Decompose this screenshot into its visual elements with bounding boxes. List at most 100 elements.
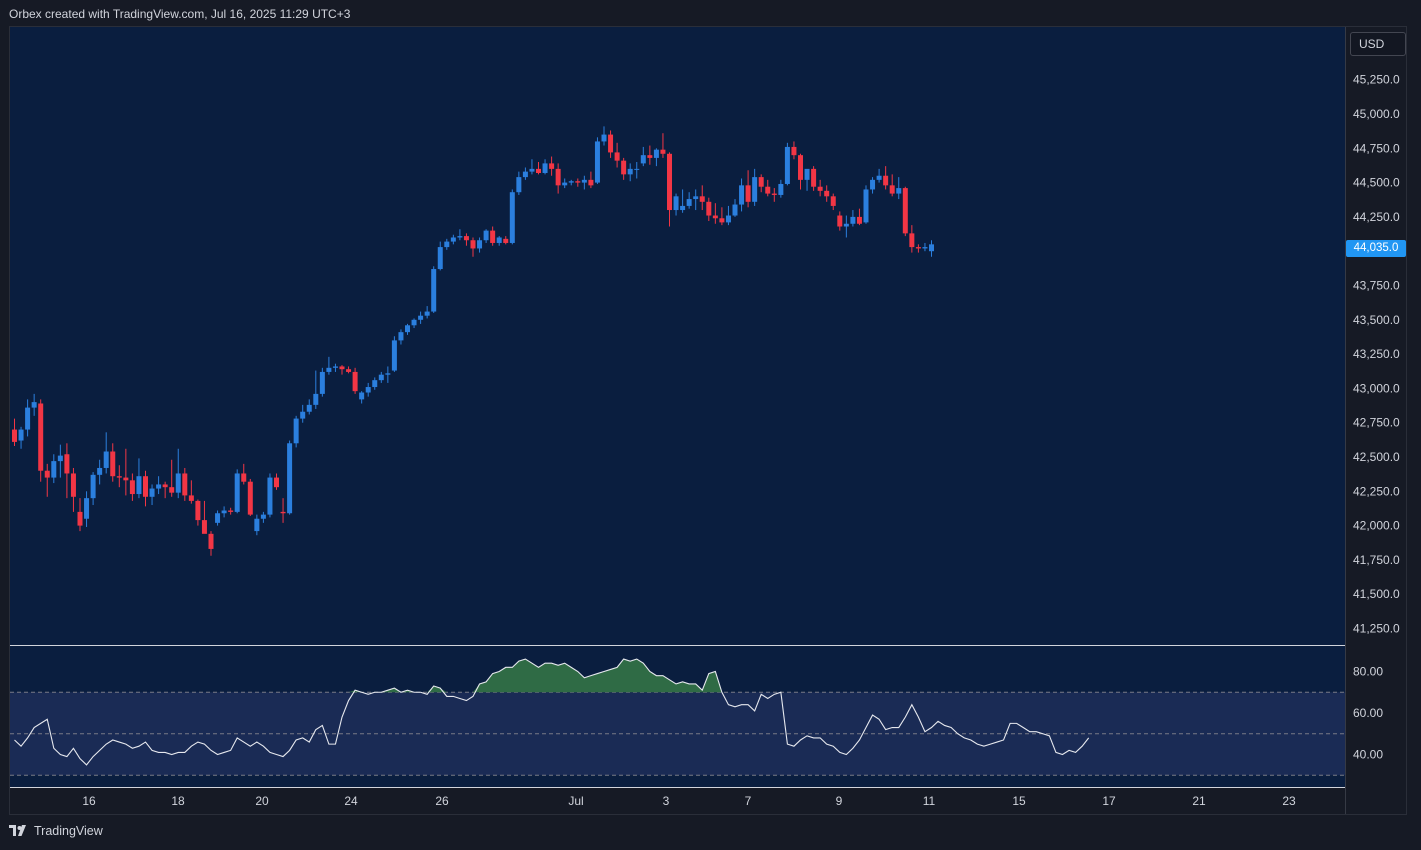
candle [188,480,194,504]
footer-branding[interactable]: TradingView [9,824,103,838]
candle-body [575,181,581,183]
candle-body [411,319,417,326]
candle [385,366,391,383]
candle [431,266,437,313]
candle [12,418,17,447]
candle-body [909,233,915,248]
candle-body [627,168,633,175]
candle [267,473,273,518]
time-tick-label: 26 [435,794,449,808]
candle-body [889,185,895,194]
candle [640,146,646,167]
time-tick-label: 21 [1192,794,1206,808]
candle [365,382,371,397]
candle-body [712,215,718,219]
candle [234,469,240,514]
candle [594,137,600,184]
candle [883,166,889,190]
candle-body [463,236,469,241]
candle-body [247,481,253,515]
candle [614,142,620,168]
candle-body [758,177,764,187]
candle-body [883,175,889,186]
candle [575,178,581,187]
candle [346,366,352,374]
candle-body [719,218,725,223]
time-tick-label: 17 [1102,794,1116,808]
candle-body [503,238,509,243]
candle-body [280,511,286,514]
candle [922,242,928,252]
candle-body [188,495,194,501]
candle-body [457,236,463,238]
candle-body [621,160,627,175]
candle-body [732,204,738,216]
candle [123,448,129,496]
candle-body [418,315,424,320]
tradingview-logo-icon [9,825,26,836]
candle-body [129,480,135,495]
candle [765,179,771,197]
candle [870,177,876,194]
candle-body [156,484,162,489]
candle-body [470,240,476,249]
candle-body [44,470,50,478]
candle-body [522,171,528,178]
candle [542,159,548,175]
candle-body [680,205,686,211]
candle [725,205,731,226]
candle [706,197,712,222]
candle [863,185,869,224]
candle [319,367,325,397]
candle-body [863,189,869,223]
candle-body [57,455,63,462]
price-tick-label: 43,250.0 [1353,347,1400,361]
candle-body [811,168,817,187]
candle-body [372,380,378,388]
candle [470,237,476,257]
candle [843,215,849,238]
candle-body [241,473,247,482]
candle [758,174,764,193]
candle [477,237,483,253]
price-tick-label: 42,000.0 [1353,519,1400,533]
candle-body [201,520,207,534]
candle [817,179,823,197]
candle-body [385,373,391,375]
candle-body [25,407,31,430]
candle-body [64,454,70,474]
candle [673,193,679,216]
time-tick-label: 9 [836,794,843,808]
candle-body [326,367,332,372]
candle-body [195,500,201,521]
candle-body [824,190,830,197]
candle-body [378,374,384,381]
candle-body [542,163,548,173]
time-tick-label: 15 [1012,794,1026,808]
currency-selector[interactable]: USD [1350,32,1406,56]
candle [752,168,758,206]
candle-body [529,168,535,172]
rsi-indicator [14,658,1090,766]
candle [457,229,463,241]
candle [568,179,574,186]
candle-body [169,487,175,493]
time-axis: 16 18 20 24 26 Jul 3 7 9 11 15 17 21 23 [82,794,1296,808]
candle-body [300,411,306,419]
candle [77,498,83,532]
candle [712,203,718,224]
candle [241,463,247,485]
candle [391,336,397,372]
candle-body [496,237,502,243]
candle-body [870,179,876,190]
candle [830,193,836,211]
candle-body [293,418,299,444]
candle [372,377,378,390]
candle [581,175,587,190]
candle [149,484,155,506]
candle-body [234,473,240,512]
candle [129,473,135,501]
candle-body [843,223,849,227]
candle-body [791,146,797,156]
